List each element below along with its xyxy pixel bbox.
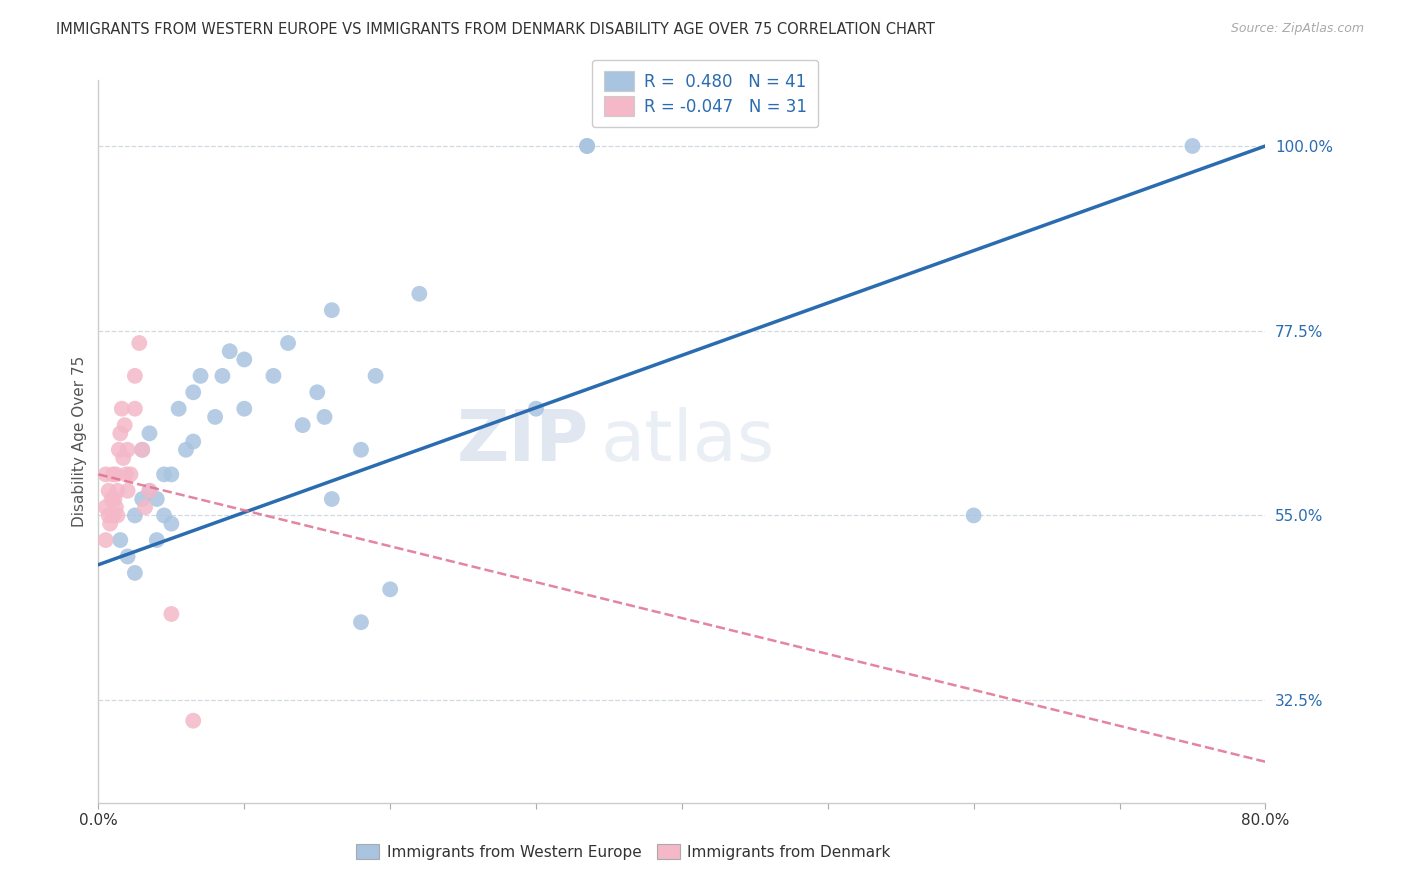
Point: [524, 401, 547, 416]
Point: [131, 442, 153, 457]
Text: Source: ZipAtlas.com: Source: ZipAtlas.com: [1230, 22, 1364, 36]
Point: [160, 516, 183, 531]
Point: [97, 483, 120, 498]
Point: [110, 426, 132, 441]
Point: [134, 500, 156, 515]
Point: [124, 401, 146, 416]
Point: [321, 303, 343, 318]
Point: [131, 442, 153, 457]
Point: [204, 409, 226, 424]
Point: [98, 516, 121, 531]
Point: [94, 533, 117, 547]
Point: [111, 401, 134, 416]
Point: [110, 533, 132, 547]
Point: [138, 483, 160, 498]
Text: ZIP: ZIP: [457, 407, 589, 476]
Point: [350, 442, 373, 457]
Point: [101, 467, 124, 482]
Point: [101, 508, 124, 523]
Point: [105, 508, 128, 523]
Point: [576, 139, 599, 153]
Y-axis label: Disability Age Over 75: Disability Age Over 75: [72, 356, 87, 527]
Point: [380, 582, 402, 597]
Point: [138, 483, 160, 498]
Point: [138, 426, 160, 441]
Point: [117, 483, 139, 498]
Point: [181, 385, 204, 400]
Point: [114, 418, 136, 433]
Point: [103, 491, 125, 506]
Point: [124, 508, 146, 523]
Point: [408, 286, 430, 301]
Point: [262, 368, 284, 383]
Point: [120, 467, 142, 482]
Text: atlas: atlas: [600, 407, 775, 476]
Point: [576, 139, 599, 153]
Legend: R =  0.480   N = 41, R = -0.047   N = 31: R = 0.480 N = 41, R = -0.047 N = 31: [592, 60, 818, 128]
Point: [160, 607, 183, 621]
Text: IMMIGRANTS FROM WESTERN EUROPE VS IMMIGRANTS FROM DENMARK DISABILITY AGE OVER 75: IMMIGRANTS FROM WESTERN EUROPE VS IMMIGR…: [56, 22, 935, 37]
Point: [108, 442, 131, 457]
Point: [181, 714, 204, 728]
Point: [277, 336, 299, 351]
Point: [115, 467, 138, 482]
Point: [153, 508, 176, 523]
Point: [146, 533, 169, 547]
Point: [97, 508, 120, 523]
Point: [167, 401, 190, 416]
Point: [233, 352, 256, 367]
Point: [233, 401, 256, 416]
Point: [94, 467, 117, 482]
Point: [211, 368, 233, 383]
Point: [146, 491, 169, 506]
Point: [291, 418, 314, 433]
Point: [1181, 139, 1204, 153]
Point: [218, 344, 240, 359]
Point: [112, 450, 135, 465]
Point: [153, 467, 176, 482]
Point: [128, 336, 150, 351]
Point: [321, 491, 343, 506]
Point: [104, 467, 127, 482]
Point: [160, 467, 183, 482]
Point: [100, 491, 122, 506]
Point: [117, 549, 139, 564]
Point: [181, 434, 204, 449]
Point: [174, 442, 197, 457]
Point: [117, 442, 139, 457]
Point: [962, 508, 984, 523]
Point: [105, 483, 128, 498]
Point: [314, 409, 336, 424]
Point: [104, 500, 127, 515]
Point: [190, 368, 212, 383]
Point: [94, 500, 117, 515]
Point: [350, 615, 373, 630]
Point: [364, 368, 387, 383]
Point: [307, 385, 329, 400]
Point: [131, 491, 153, 506]
Point: [124, 368, 146, 383]
Point: [124, 566, 146, 580]
